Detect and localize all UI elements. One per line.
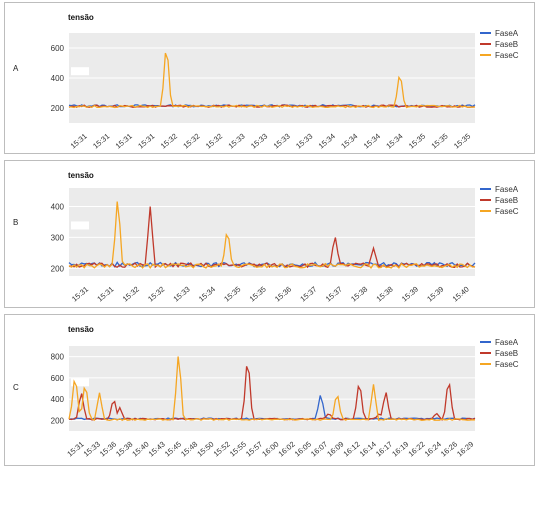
x-tick-label: 15:33 — [171, 285, 191, 304]
x-tick-label: 15:37 — [324, 285, 344, 304]
series-line-fasec — [68, 356, 476, 422]
x-tick-label: 15:39 — [425, 285, 445, 304]
x-tick-label: 16:29 — [455, 440, 475, 459]
legend-label-fasea: FaseA — [495, 185, 519, 194]
x-tick-label: 15:36 — [273, 285, 293, 304]
x-tick-label: 16:14 — [358, 440, 378, 459]
x-tick-label: 15:31 — [114, 132, 134, 151]
x-tick-label: 15:35 — [222, 285, 242, 304]
panel-label-c: C — [13, 383, 19, 392]
x-tick-label: 15:33 — [294, 132, 314, 151]
x-tick-label: 16:19 — [390, 440, 410, 459]
x-tick-label: 15:32 — [121, 285, 141, 304]
legend-label-faseb: FaseB — [495, 349, 518, 358]
label-box — [71, 378, 89, 387]
legend-label-faseb: FaseB — [495, 196, 518, 205]
x-tick-label: 15:37 — [298, 285, 318, 304]
label-box — [71, 221, 89, 230]
x-tick-label: 15:36 — [98, 440, 118, 459]
y-tick-label: 200 — [51, 264, 65, 273]
chart-panel-b: B tensão 200 300 400 15:31 15:31 15:32 15:32 15… — [4, 160, 535, 308]
x-tick-label: 15:31 — [69, 132, 89, 151]
y-tick-label: 400 — [51, 74, 65, 83]
y-tick-label: 800 — [51, 353, 65, 362]
legend-label-fasea: FaseA — [495, 338, 519, 347]
legend-label-faseb: FaseB — [495, 40, 518, 49]
x-tick-label: 15:33 — [249, 132, 269, 151]
x-tick-label: 16:05 — [293, 440, 313, 459]
plot-area — [69, 346, 475, 431]
x-tick-label: 15:34 — [384, 132, 404, 151]
legend-label-fasec: FaseC — [495, 51, 519, 60]
x-tick-label: 15:39 — [400, 285, 420, 304]
x-tick-label: 15:48 — [179, 440, 199, 459]
x-tick-label: 15:40 — [130, 440, 150, 459]
x-tick-label: 15:31 — [70, 285, 90, 304]
y-tick-label: 200 — [51, 416, 65, 425]
x-tick-label: 15:34 — [197, 285, 217, 304]
x-tick-label: 15:31 — [136, 132, 156, 151]
x-tick-label: 16:02 — [277, 440, 297, 459]
x-tick-label: 16:07 — [309, 440, 329, 459]
x-tick-label: 16:09 — [325, 440, 345, 459]
x-tick-label: 15:33 — [272, 132, 292, 151]
x-tick-label: 15:38 — [114, 440, 134, 459]
x-tick-label: 15:32 — [181, 132, 201, 151]
y-tick-label: 200 — [51, 104, 65, 113]
series-line-fasec — [68, 201, 476, 269]
x-tick-label: 16:24 — [423, 440, 443, 459]
plot-area — [69, 188, 475, 276]
x-tick-label: 16:17 — [374, 440, 394, 459]
x-tick-label: 15:43 — [147, 440, 167, 459]
series-line-fasec — [68, 52, 476, 109]
chart-title-a: tensão — [68, 13, 94, 22]
y-tick-label: 600 — [51, 44, 65, 53]
x-tick-label: 15:35 — [407, 132, 427, 151]
line-chart-c: 20040060080015:3115:3315:3615:3815:4015:… — [51, 338, 519, 459]
x-tick-label: 15:34 — [317, 132, 337, 151]
x-tick-label: 15:32 — [146, 285, 166, 304]
chart-title-c: tensão — [68, 325, 94, 334]
y-tick-label: 600 — [51, 374, 65, 383]
legend-label-fasea: FaseA — [495, 29, 519, 38]
chart-title-b: tensão — [68, 171, 94, 180]
line-chart-b: 200 300 400 15:31 15:31 15:32 15:32 15:33 15:34 1… — [51, 185, 519, 304]
x-tick-label: 15:32 — [204, 132, 224, 151]
x-tick-label: 15:35 — [248, 285, 268, 304]
x-tick-label: 15:33 — [226, 132, 246, 151]
series-line-faseb — [68, 206, 476, 269]
x-tick-label: 15:52 — [212, 440, 232, 459]
y-tick-label: 400 — [51, 203, 65, 212]
legend-label-fasec: FaseC — [495, 360, 519, 369]
x-tick-label: 15:32 — [159, 132, 179, 151]
x-tick-label: 15:35 — [429, 132, 449, 151]
x-tick-label: 15:31 — [95, 285, 115, 304]
x-tick-label: 15:40 — [451, 285, 471, 304]
y-tick-label: 300 — [51, 233, 65, 242]
x-tick-label: 16:12 — [342, 440, 362, 459]
x-tick-label: 15:45 — [163, 440, 183, 459]
x-tick-label: 16:26 — [439, 440, 459, 459]
panel-label-a: A — [13, 64, 19, 73]
x-tick-label: 15:55 — [228, 440, 248, 459]
x-tick-label: 15:50 — [195, 440, 215, 459]
x-tick-label: 16:00 — [260, 440, 280, 459]
x-tick-label: 15:35 — [452, 132, 472, 151]
x-tick-label: 16:22 — [406, 440, 426, 459]
x-tick-label: 15:33 — [82, 440, 102, 459]
chart-panel-a: A tensão 200 400 600 15:31 15:31 15:31 15:31 15… — [4, 2, 535, 154]
x-tick-label: 15:34 — [339, 132, 359, 151]
x-tick-label: 15:34 — [362, 132, 382, 151]
y-tick-label: 400 — [51, 395, 65, 404]
legend-label-fasec: FaseC — [495, 207, 519, 216]
panel-label-b: B — [13, 218, 19, 227]
x-tick-label: 15:57 — [244, 440, 264, 459]
x-tick-label: 15:38 — [374, 285, 394, 304]
x-tick-label: 15:31 — [65, 440, 85, 459]
label-box — [71, 67, 89, 76]
x-tick-label: 15:38 — [349, 285, 369, 304]
chart-panel-c: C tensão 200 400 600 800 15:31 15:33 15:36 15:3… — [4, 314, 535, 466]
x-tick-label: 15:31 — [91, 132, 111, 151]
